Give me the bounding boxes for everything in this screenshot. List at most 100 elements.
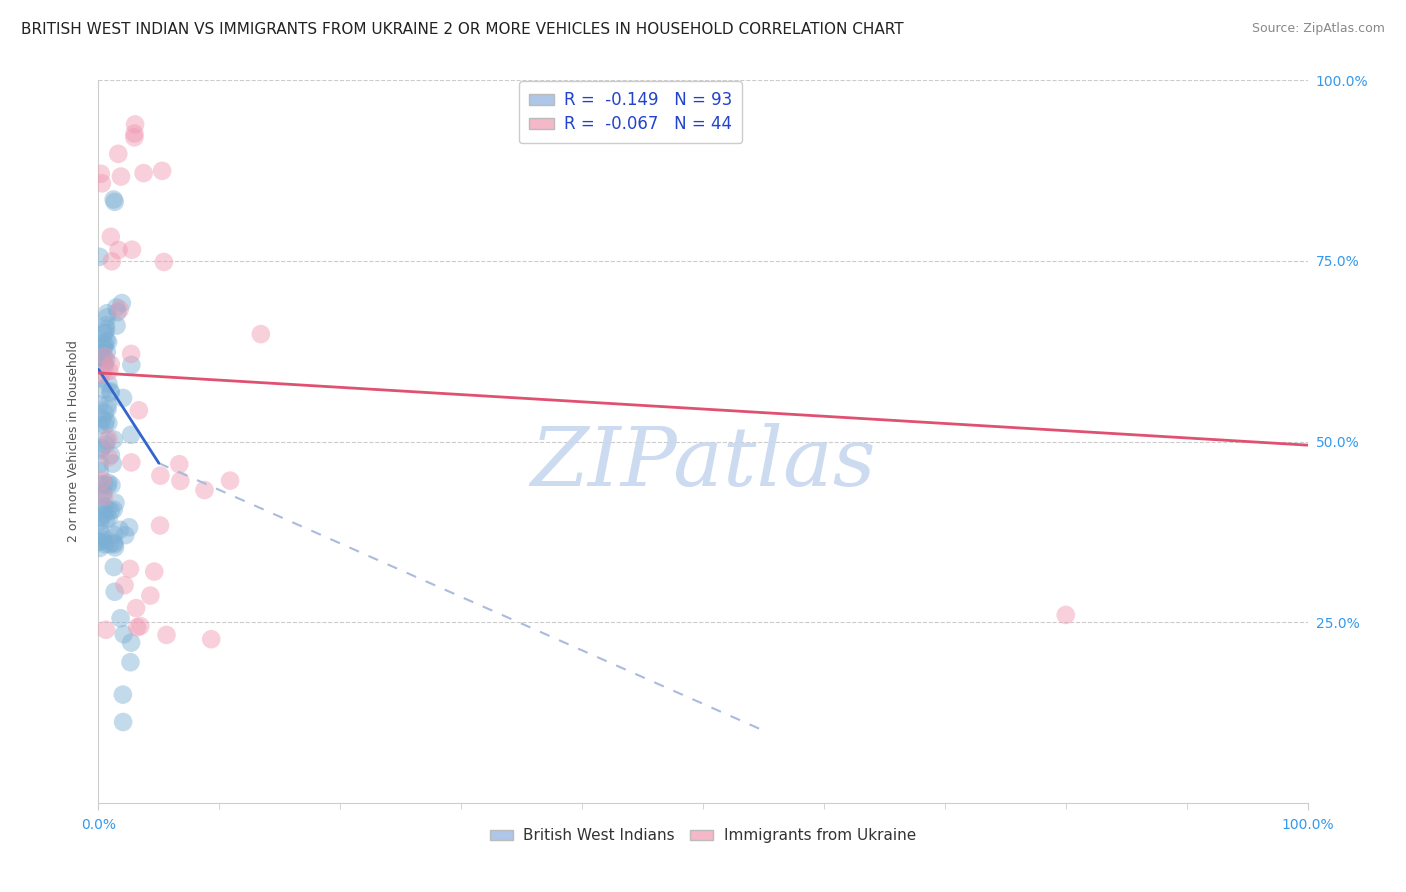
Point <box>94 417 117 432</box>
Point <box>90 443 112 458</box>
Point <box>112 391 135 405</box>
Point <box>111 296 134 310</box>
Point <box>219 474 242 488</box>
Point <box>125 601 148 615</box>
Point <box>98 364 121 378</box>
Point <box>90 167 112 181</box>
Point <box>90 525 112 540</box>
Text: BRITISH WEST INDIAN VS IMMIGRANTS FROM UKRAINE 2 OR MORE VEHICLES IN HOUSEHOLD C: BRITISH WEST INDIAN VS IMMIGRANTS FROM U… <box>21 22 904 37</box>
Point <box>94 512 117 526</box>
Point <box>93 383 115 397</box>
Point <box>91 412 114 426</box>
Point <box>100 448 122 462</box>
Point <box>169 474 191 488</box>
Point <box>91 503 114 517</box>
Point <box>93 351 115 365</box>
Point <box>94 623 117 637</box>
Point <box>90 345 112 359</box>
Y-axis label: 2 or more Vehicles in Household: 2 or more Vehicles in Household <box>66 341 80 542</box>
Point <box>149 468 172 483</box>
Point <box>94 326 117 340</box>
Point <box>89 541 111 555</box>
Point <box>100 254 122 268</box>
Point <box>103 560 125 574</box>
Point <box>124 127 146 141</box>
Point <box>100 357 122 371</box>
Point <box>104 541 127 555</box>
Point <box>89 464 111 478</box>
Point <box>155 628 177 642</box>
Point <box>97 511 120 525</box>
Point <box>139 589 162 603</box>
Point <box>96 402 118 417</box>
Point <box>118 562 141 576</box>
Point <box>100 503 122 517</box>
Point <box>120 427 142 442</box>
Point <box>103 193 125 207</box>
Point <box>111 688 134 702</box>
Text: ZIPatlas: ZIPatlas <box>530 423 876 503</box>
Point <box>89 477 111 491</box>
Point <box>93 490 115 504</box>
Point <box>91 485 114 500</box>
Point <box>94 406 117 420</box>
Point <box>91 368 114 382</box>
Point <box>93 500 115 514</box>
Point <box>91 441 114 455</box>
Point <box>94 414 117 428</box>
Point <box>127 620 149 634</box>
Point <box>103 502 125 516</box>
Point <box>100 478 122 492</box>
Point <box>193 483 215 497</box>
Point <box>1054 607 1077 622</box>
Point <box>97 334 120 349</box>
Point <box>91 490 114 504</box>
Point <box>108 302 131 317</box>
Point <box>96 322 118 336</box>
Point <box>110 169 132 184</box>
Point <box>120 358 142 372</box>
Point <box>90 351 112 365</box>
Point <box>94 537 117 551</box>
Point <box>97 502 120 516</box>
Point <box>120 635 142 649</box>
Point <box>103 433 125 447</box>
Point <box>129 619 152 633</box>
Point <box>93 342 115 356</box>
Point <box>132 166 155 180</box>
Point <box>112 714 135 729</box>
Point <box>89 488 111 502</box>
Point <box>97 432 120 446</box>
Point <box>103 537 125 551</box>
Point <box>120 347 142 361</box>
Point <box>93 476 115 491</box>
Point <box>150 164 173 178</box>
Point <box>91 533 114 547</box>
Point <box>124 130 146 145</box>
Point <box>94 318 117 333</box>
Point <box>89 511 111 525</box>
Point <box>128 403 150 417</box>
Point <box>89 534 111 549</box>
Point <box>98 537 121 551</box>
Point <box>93 326 115 340</box>
Point <box>93 338 115 352</box>
Point <box>96 306 118 320</box>
Point <box>97 475 120 490</box>
Point <box>124 117 146 131</box>
Point <box>121 243 143 257</box>
Point <box>100 229 122 244</box>
Point <box>114 578 136 592</box>
Point <box>93 356 115 370</box>
Point <box>96 344 118 359</box>
Point <box>97 450 120 465</box>
Point <box>143 565 166 579</box>
Point <box>89 398 111 412</box>
Point <box>94 437 117 451</box>
Point <box>104 584 127 599</box>
Point <box>97 416 120 430</box>
Point <box>97 398 120 412</box>
Point <box>250 327 273 342</box>
Point <box>105 301 128 315</box>
Point <box>89 418 111 433</box>
